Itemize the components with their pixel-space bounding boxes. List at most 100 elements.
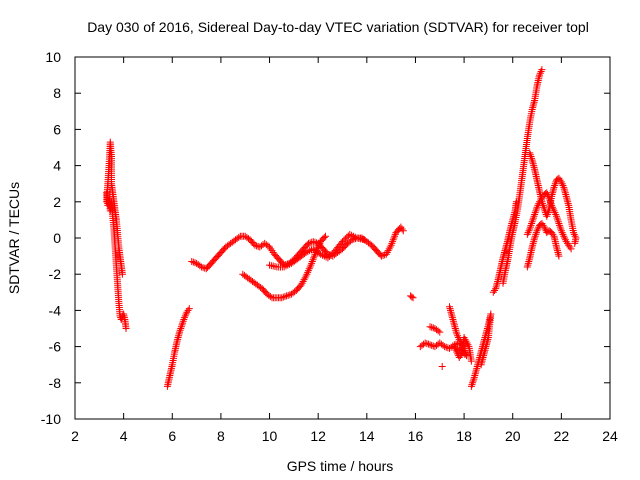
data-point	[562, 238, 570, 246]
x-tick-label-6: 6	[168, 428, 176, 444]
data-point	[539, 200, 547, 208]
data-point	[297, 281, 305, 289]
data-point	[304, 268, 312, 276]
data-point	[553, 212, 560, 220]
y-tick-labels: -10 -8 -6 -4 -2 0 2 4 6 8 10	[41, 49, 61, 427]
data-point	[551, 209, 559, 217]
data-point	[462, 337, 470, 345]
data-point	[189, 258, 197, 266]
data-point	[235, 233, 243, 241]
data-point	[191, 259, 199, 267]
data-point	[283, 292, 291, 300]
x-tick-label-4: 4	[120, 428, 128, 444]
data-point	[343, 233, 351, 241]
data-point	[469, 377, 477, 385]
data-point	[570, 229, 578, 237]
data-point	[388, 239, 396, 247]
data-point	[180, 314, 188, 322]
data-point	[559, 182, 567, 190]
y-tick-label--2: -2	[49, 266, 62, 282]
data-point	[434, 327, 442, 335]
data-point	[182, 310, 190, 318]
data-point	[324, 254, 332, 262]
y-axis-label: SDTVAR / TECUs	[6, 182, 22, 294]
data-point	[176, 326, 184, 334]
data-point	[557, 225, 565, 233]
x-tick-label-18: 18	[456, 428, 472, 444]
data-point	[436, 328, 444, 336]
data-point	[526, 223, 534, 231]
data-point	[528, 220, 536, 228]
data-point	[284, 291, 292, 299]
data-point	[346, 230, 354, 238]
data-point	[565, 241, 573, 249]
chart-title: Day 030 of 2016, Sidereal Day-to-day VTE…	[87, 19, 589, 35]
data-point	[179, 319, 187, 327]
data-point	[315, 241, 323, 249]
data-point	[424, 340, 432, 348]
data-point	[176, 328, 184, 336]
data-point	[349, 232, 357, 240]
data-point	[477, 361, 485, 369]
data-point	[555, 174, 563, 182]
data-point	[264, 242, 272, 250]
data-point	[490, 286, 498, 294]
data-point	[408, 293, 416, 301]
data-point	[536, 69, 544, 77]
data-point	[540, 223, 548, 231]
x-axis-label: GPS time / hours	[287, 458, 394, 474]
data-point	[523, 230, 531, 238]
axis-ticks	[74, 56, 611, 420]
x-tick-label-20: 20	[505, 428, 521, 444]
x-tick-label-2: 2	[71, 428, 79, 444]
data-point	[341, 235, 349, 243]
data-point	[460, 334, 468, 342]
data-point	[532, 230, 540, 238]
data-point	[538, 220, 546, 228]
data-point	[567, 245, 575, 253]
data-point	[453, 330, 461, 338]
data-point	[311, 238, 319, 246]
data-point	[177, 323, 185, 331]
data-point	[309, 238, 317, 246]
data-point	[543, 212, 551, 220]
data-point	[561, 234, 569, 242]
data-point	[390, 234, 398, 242]
data-point	[377, 252, 385, 260]
data-point	[286, 291, 294, 299]
data-point	[282, 262, 290, 270]
x-tick-label-24: 24	[602, 428, 618, 444]
data-point	[397, 223, 405, 231]
data-point	[266, 293, 274, 301]
data-point	[464, 341, 472, 349]
data-point	[528, 218, 536, 226]
data-point	[550, 183, 558, 191]
data-point	[468, 381, 476, 389]
data-point	[379, 251, 387, 259]
data-point	[526, 151, 534, 159]
data-point	[489, 288, 497, 296]
data-point	[454, 332, 462, 340]
data-point	[389, 236, 397, 244]
data-point	[452, 346, 460, 354]
data-point	[251, 241, 259, 249]
data-point	[561, 236, 569, 244]
data-point	[554, 218, 562, 226]
data-point	[385, 245, 393, 253]
data-point	[532, 207, 540, 215]
data-point	[302, 248, 310, 256]
data-point	[570, 230, 578, 238]
data-point	[555, 220, 563, 228]
data-point	[267, 245, 275, 253]
data-point	[304, 239, 312, 247]
data-point	[532, 229, 540, 237]
data-point	[444, 344, 452, 352]
y-tick-label-8: 8	[53, 85, 61, 101]
data-point	[530, 212, 538, 220]
data-point	[391, 232, 399, 240]
data-point	[566, 243, 574, 251]
data-point	[328, 250, 336, 258]
data-point	[539, 221, 547, 229]
y-tick-label-10: 10	[45, 49, 61, 65]
data-point	[384, 247, 392, 255]
